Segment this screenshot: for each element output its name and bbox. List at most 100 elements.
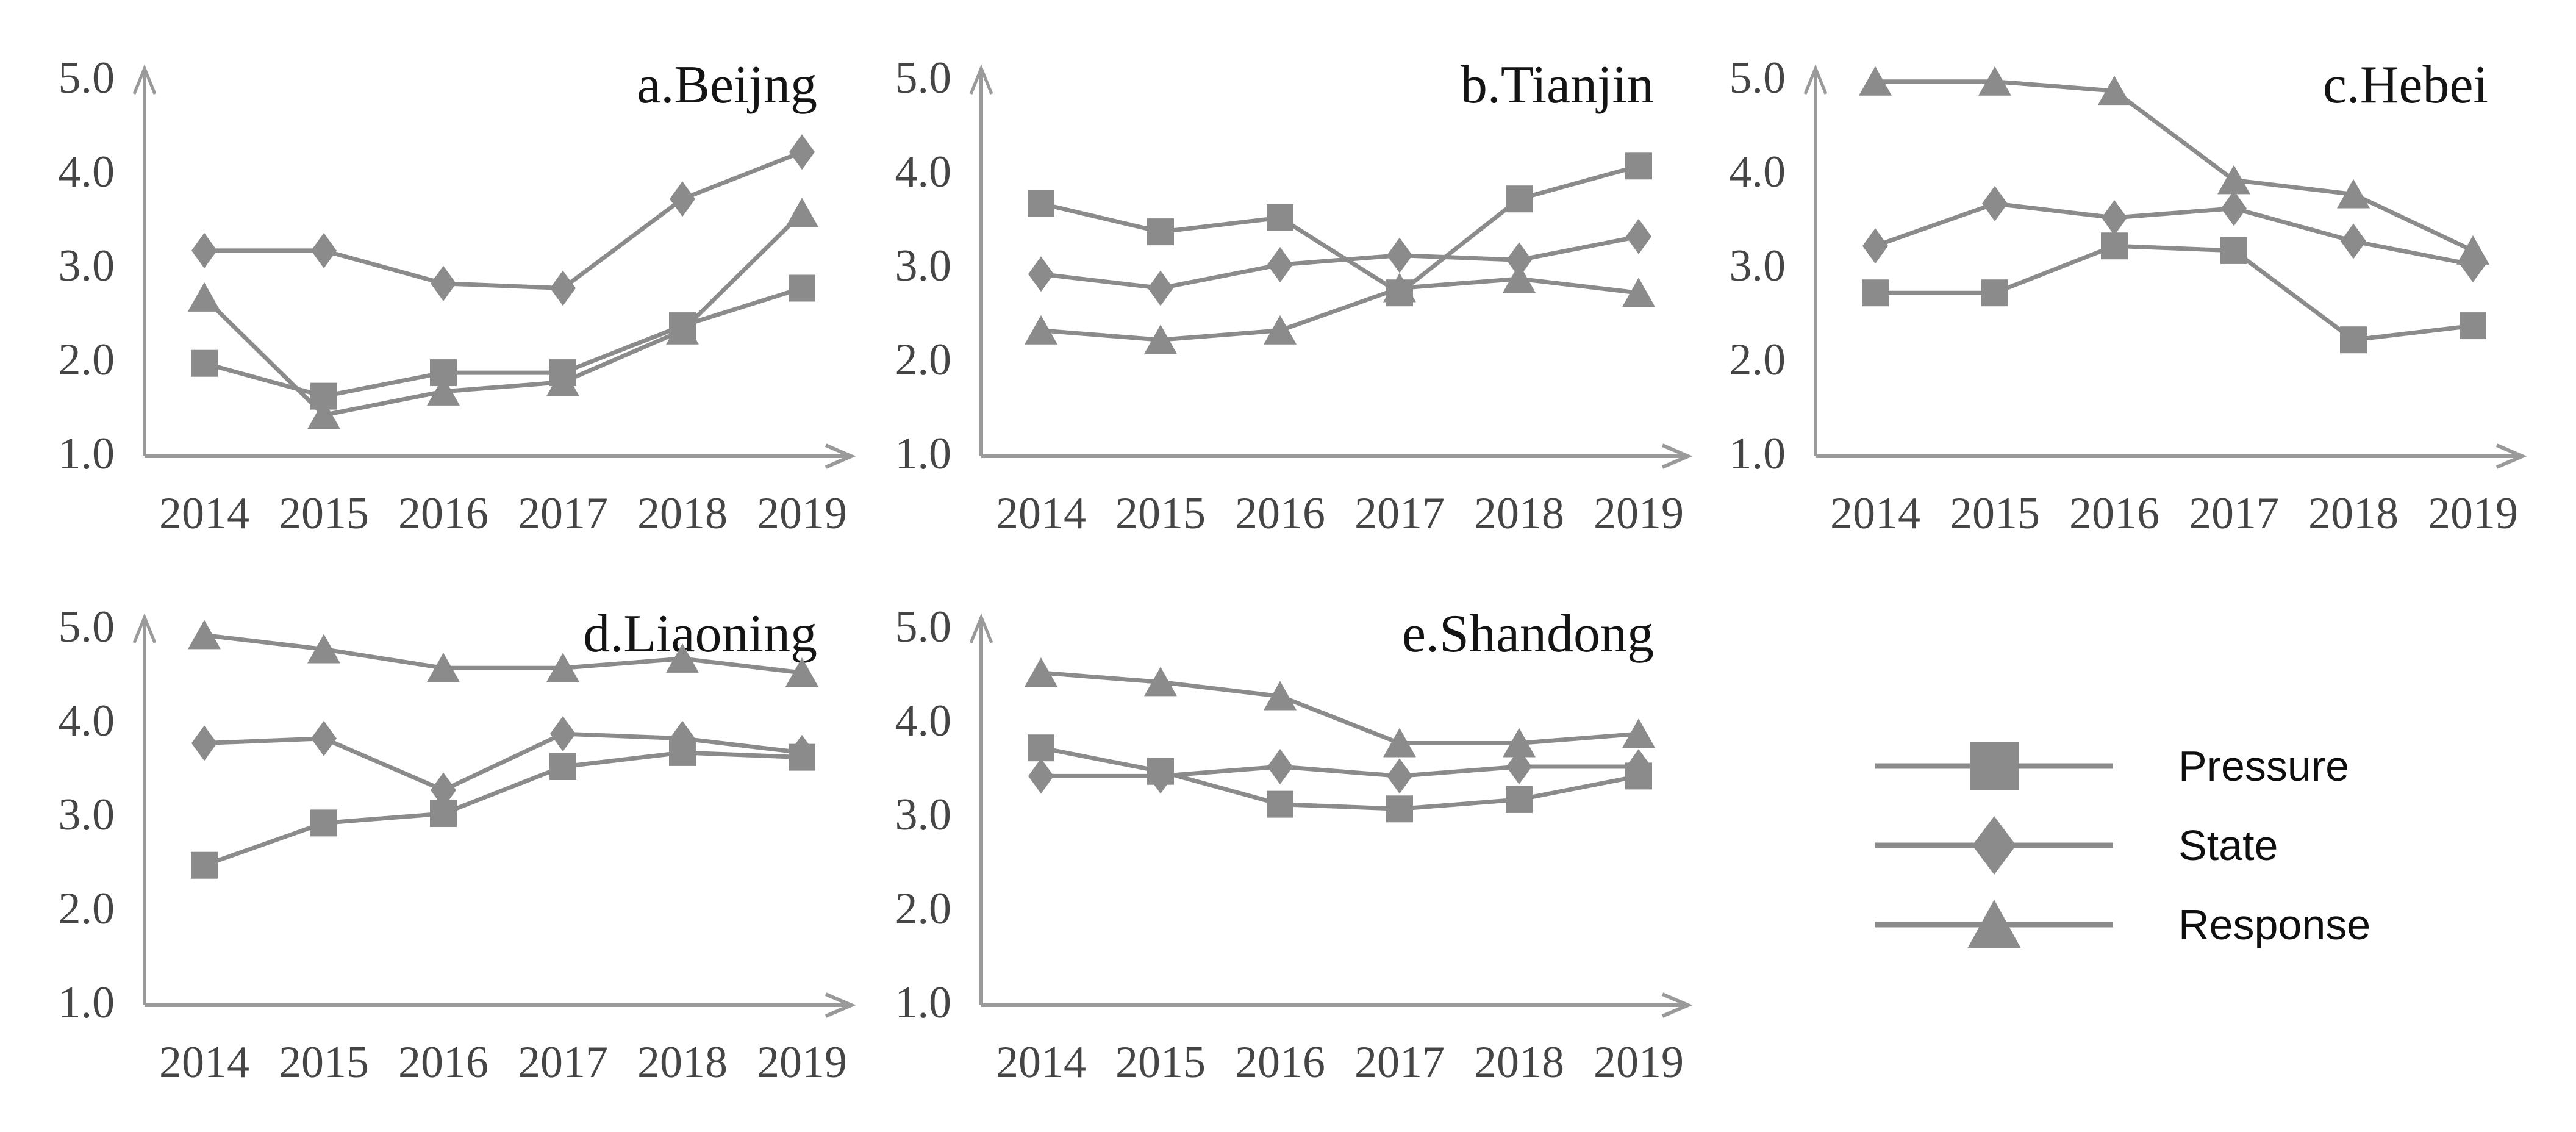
y-tick-label: 3.0 — [895, 241, 952, 291]
pressure-marker-icon — [1875, 742, 2113, 790]
diamond-marker — [1387, 237, 1412, 273]
triangle-marker — [2337, 179, 2370, 209]
series-line-pressure — [204, 286, 803, 399]
chart-tianjin: 5.0 4.0 3.0 2.0 1.0 2014 2015 2016 2017 2018 2019 b… — [895, 53, 1693, 539]
x-tick-label: 2015 — [279, 489, 369, 539]
triangle-marker — [2098, 76, 2131, 106]
x-tick-label: 2014 — [159, 489, 249, 539]
triangle-marker — [1025, 657, 1057, 687]
y-axis-arrow-icon — [969, 64, 993, 95]
diamond-marker — [789, 734, 815, 770]
legend-label-pressure: Pressure — [2178, 742, 2350, 790]
y-tick-label: 5.0 — [59, 602, 115, 652]
x-tick-label: 2019 — [1594, 489, 1684, 539]
x-tick-label: 2017 — [2189, 489, 2279, 539]
square-marker — [789, 274, 815, 302]
series-line-state — [204, 149, 803, 291]
diamond-marker — [1028, 256, 1054, 292]
x-tick-label: 2019 — [757, 1037, 847, 1087]
square-marker — [310, 809, 337, 837]
y-tick-label: 2.0 — [895, 884, 952, 934]
x-tick-label: 2016 — [398, 489, 488, 539]
diamond-marker — [1982, 185, 2008, 221]
y-tick-label: 4.0 — [59, 696, 115, 746]
x-tick-label: 2014 — [1830, 489, 1920, 539]
diamond-marker — [1506, 242, 1532, 278]
triangle-marker — [1144, 324, 1177, 354]
x-axis-arrow-icon — [825, 443, 856, 469]
x-tick-label: 2016 — [2069, 489, 2159, 539]
series-line-pressure — [1040, 163, 1639, 296]
y-tick-label: 2.0 — [59, 335, 115, 385]
x-tick-label: 2017 — [1354, 1037, 1445, 1087]
x-tick-label: 2018 — [637, 489, 728, 539]
diamond-marker — [1506, 749, 1532, 784]
x-tick-label: 2018 — [1474, 489, 1564, 539]
y-tick-label: 1.0 — [1730, 429, 1786, 479]
triangle-marker — [666, 643, 699, 673]
diamond-marker — [670, 181, 695, 217]
y-tick-label: 5.0 — [895, 53, 952, 103]
x-tick-label: 2016 — [398, 1037, 488, 1087]
y-tick-label: 4.0 — [59, 147, 115, 197]
y-tick-label: 4.0 — [1730, 147, 1786, 197]
square-marker — [1028, 190, 1054, 217]
x-tick-label: 2018 — [2308, 489, 2399, 539]
y-tick-label: 4.0 — [895, 696, 952, 746]
diamond-marker — [2221, 190, 2247, 226]
x-tick-label: 2019 — [1594, 1037, 1684, 1087]
diamond-marker — [431, 265, 456, 301]
square-marker — [1267, 204, 1293, 231]
triangle-marker — [188, 620, 221, 650]
diamond-marker — [191, 232, 217, 268]
square-marker — [1981, 279, 2008, 307]
series-line-pressure — [1040, 745, 1639, 811]
y-tick-label: 1.0 — [59, 429, 115, 479]
chart-hebei: 5.0 4.0 3.0 2.0 1.0 2014 2015 2016 2017 2018 2019 c… — [1730, 53, 2527, 539]
diamond-marker — [1387, 758, 1412, 794]
diamond-marker — [311, 720, 337, 756]
y-tick-label: 1.0 — [895, 978, 952, 1028]
series-line-state — [1874, 201, 2474, 267]
legend-item-pressure: Pressure — [1866, 726, 2370, 806]
square-marker — [2220, 237, 2247, 264]
y-tick-label: 1.0 — [59, 978, 115, 1028]
triangle-marker — [666, 315, 699, 345]
y-tick-label: 3.0 — [895, 790, 952, 840]
diamond-marker — [1267, 749, 1293, 784]
diamond-marker — [1148, 270, 1173, 306]
x-axis-arrow-icon — [825, 992, 856, 1018]
x-axis-arrow-icon — [2496, 443, 2527, 469]
triangle-marker — [1503, 263, 1536, 293]
triangle-marker — [546, 367, 579, 396]
triangle-marker — [546, 653, 579, 682]
y-tick-label: 5.0 — [1730, 53, 1786, 103]
y-tick-label: 4.0 — [895, 147, 952, 197]
y-tick-label: 3.0 — [59, 241, 115, 291]
y-axis-arrow-icon — [1803, 64, 1828, 95]
series-line-state — [1041, 764, 1639, 778]
triangle-marker — [427, 653, 460, 682]
chart-title: d.Liaoning — [583, 604, 817, 664]
square-marker — [2460, 312, 2486, 340]
state-marker-icon — [1875, 816, 2113, 875]
series-line-state — [1040, 234, 1639, 291]
legend: Pressure State Response — [1866, 726, 2370, 964]
y-axis-arrow-icon — [132, 64, 157, 95]
diamond-marker — [1148, 758, 1173, 794]
x-tick-label: 2019 — [757, 489, 847, 539]
diamond-marker — [2341, 223, 2366, 259]
x-tick-label: 2016 — [1235, 1037, 1325, 1087]
legend-item-response: Response — [1866, 885, 2370, 964]
chart-title: a.Beijng — [637, 56, 817, 115]
y-tick-label: 2.0 — [1730, 335, 1786, 385]
x-tick-label: 2015 — [1115, 1037, 1206, 1087]
diamond-marker — [1267, 247, 1293, 282]
square-marker — [2340, 326, 2367, 354]
x-tick-label: 2015 — [279, 1037, 369, 1087]
x-tick-label: 2014 — [996, 489, 1086, 539]
x-tick-label: 2015 — [1950, 489, 2040, 539]
legend-label-response: Response — [2178, 901, 2371, 948]
diamond-marker — [2102, 200, 2127, 235]
square-marker — [191, 349, 218, 377]
